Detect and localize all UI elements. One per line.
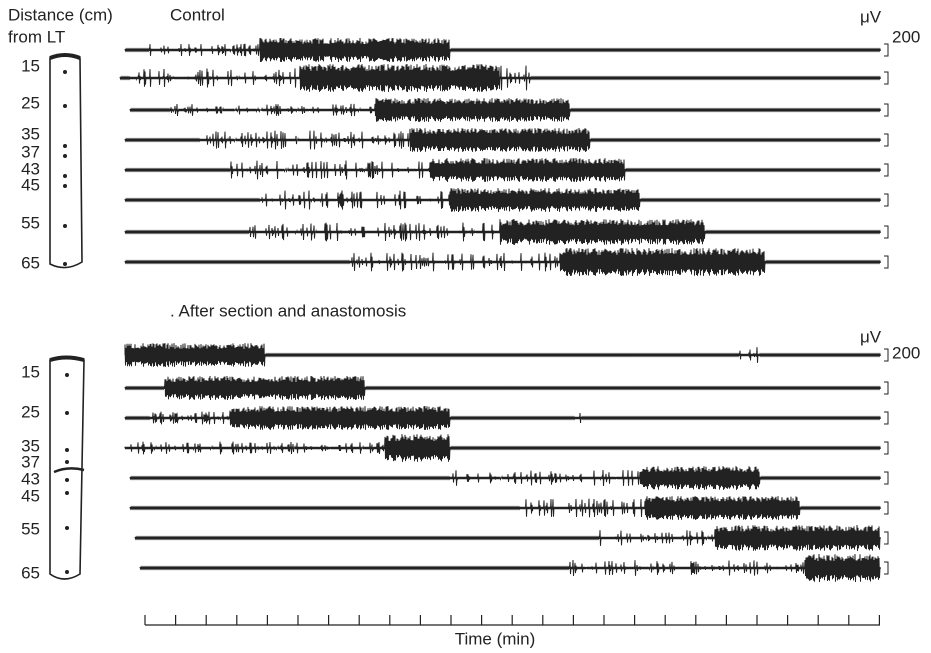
calibration-bracket [884, 103, 889, 117]
calibration-label: 200 [892, 27, 920, 46]
after-label: . After section and anastomosis [170, 301, 406, 320]
emg-trace [124, 187, 881, 213]
calibration-bracket [884, 71, 889, 85]
emg-trace [124, 157, 881, 183]
emg-trace [124, 375, 881, 401]
emg-trace [124, 343, 881, 367]
distance-label: 43 [21, 469, 40, 488]
electrode-dot [65, 460, 69, 464]
electrode-dot [63, 70, 67, 74]
electrode-dot [65, 526, 69, 530]
emg-trace [124, 218, 881, 246]
intestine-cap [49, 355, 85, 362]
emg-trace [134, 524, 881, 552]
calibration-bracket [884, 133, 889, 147]
unit-label: μV [860, 7, 882, 26]
distance-label: Distance (cm) [8, 5, 113, 24]
distance-label: 25 [21, 402, 40, 421]
from-label: from LT [8, 27, 65, 46]
electrode-dot [65, 373, 69, 377]
distance-label: 65 [21, 253, 40, 272]
calibration-bracket [884, 43, 889, 57]
calibration-bracket [884, 411, 889, 425]
electrode-dot [63, 184, 67, 188]
emg-trace [139, 553, 881, 583]
distance-label: 37 [21, 452, 40, 471]
calibration-bracket [884, 561, 889, 575]
distance-label: 15 [21, 56, 40, 75]
calibration-bracket [884, 471, 889, 485]
calibration-bracket [884, 381, 889, 395]
electrode-dot [63, 104, 67, 108]
distance-label: 37 [21, 142, 40, 161]
electrode-dot [65, 491, 69, 495]
emg-trace [129, 496, 881, 520]
emg-trace [124, 434, 881, 462]
control-label: Control [170, 5, 225, 24]
calibration-bracket [884, 163, 889, 177]
anastomosis-line [53, 467, 85, 474]
calibration-bracket [884, 348, 889, 362]
time-label: Time (min) [455, 629, 536, 648]
calibration-bracket [884, 441, 889, 455]
calibration-label: 200 [892, 343, 920, 362]
electrode-dot [63, 174, 67, 178]
electrode-dot [65, 448, 69, 452]
electrode-dot [65, 411, 69, 415]
emg-trace [124, 406, 881, 430]
electrode-dot [63, 224, 67, 228]
distance-label: 45 [21, 486, 40, 505]
emg-trace [129, 98, 881, 122]
distance-label: 55 [21, 519, 40, 538]
distance-label: 15 [21, 362, 40, 381]
distance-label: 55 [21, 213, 40, 232]
distance-label: 25 [21, 93, 40, 112]
emg-trace [124, 127, 881, 153]
emg-trace [119, 63, 881, 93]
distance-label: 43 [21, 159, 40, 178]
calibration-bracket [884, 501, 889, 515]
calibration-bracket [884, 255, 889, 269]
electrode-dot [63, 154, 67, 158]
calibration-bracket [884, 531, 889, 545]
emg-trace [129, 466, 881, 490]
calibration-bracket [884, 225, 889, 239]
distance-label: 45 [21, 175, 40, 194]
electrode-dot [65, 570, 69, 574]
calibration-bracket [884, 193, 889, 207]
intestine-cap [49, 53, 81, 60]
electrode-dot [63, 144, 67, 148]
distance-label: 65 [21, 563, 40, 582]
distance-label: 35 [21, 124, 40, 143]
electrode-dot [63, 262, 67, 266]
intestine-outline [49, 54, 83, 269]
distance-label: 35 [21, 436, 40, 455]
emg-trace [124, 37, 881, 63]
emg-trace [124, 247, 881, 277]
unit-label: μV [860, 327, 882, 346]
electrode-dot [65, 478, 69, 482]
